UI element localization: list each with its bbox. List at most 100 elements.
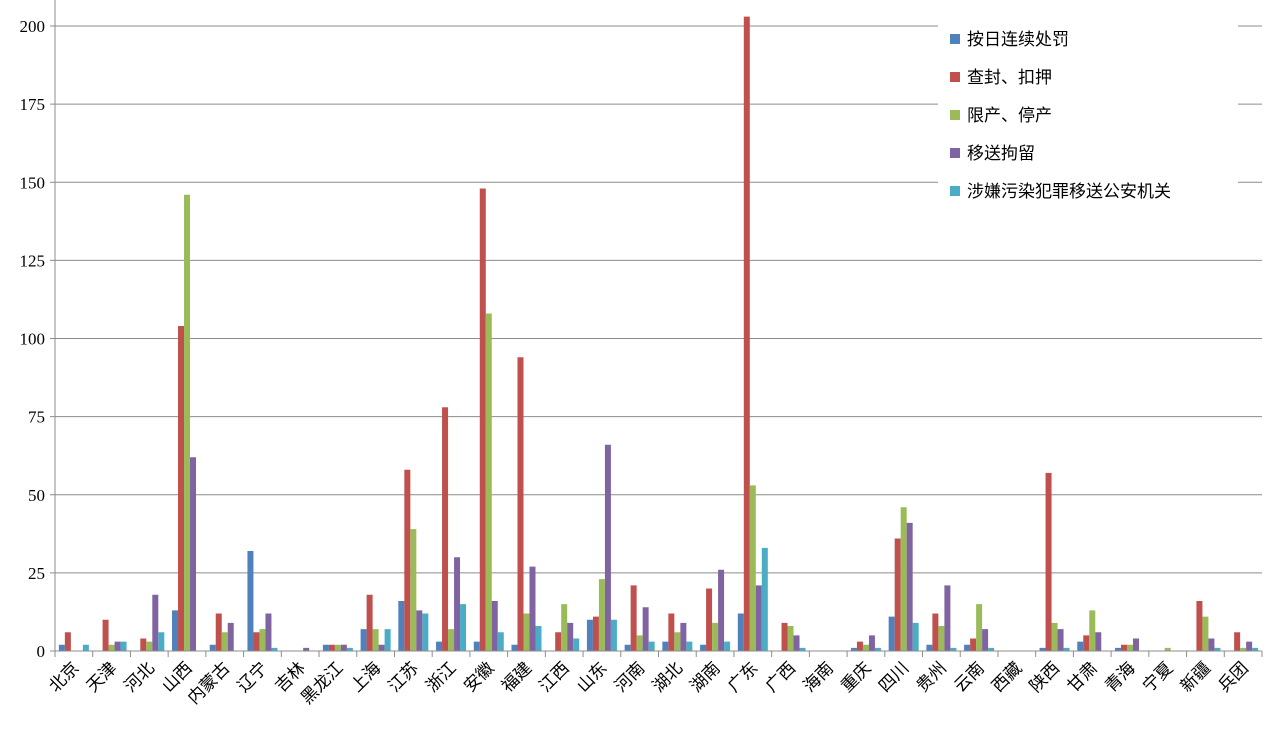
bar-江苏-按日连续处罚 <box>398 601 405 651</box>
x-tick-label-广东: 广东 <box>724 658 762 696</box>
bar-陕西-涉嫌污染犯罪移送公安机关 <box>1063 647 1070 652</box>
y-tick-label: 175 <box>20 95 46 114</box>
bar-河南-移送拘留 <box>642 607 649 651</box>
bar-广东-限产、停产 <box>749 485 756 652</box>
y-tick-label: 25 <box>28 564 45 583</box>
bar-新疆-限产、停产 <box>1202 616 1209 652</box>
bar-山东-移送拘留 <box>604 444 611 651</box>
bar-内蒙古-限产、停产 <box>221 632 228 651</box>
bar-湖南-查封、扣押 <box>706 588 713 651</box>
x-tick-label-贵州: 贵州 <box>913 658 951 696</box>
x-tick-label-山东: 山东 <box>573 658 611 696</box>
bar-湖南-涉嫌污染犯罪移送公安机关 <box>724 641 731 652</box>
bar-河南-限产、停产 <box>636 635 643 652</box>
bar-安徽-查封、扣押 <box>479 188 486 651</box>
bar-黑龙江-按日连续处罚 <box>322 644 329 651</box>
axes <box>50 0 1263 657</box>
bar-安徽-按日连续处罚 <box>473 641 480 652</box>
bar-陕西-按日连续处罚 <box>1039 647 1046 652</box>
bar-北京-涉嫌污染犯罪移送公安机关 <box>82 644 89 651</box>
bar-江西-限产、停产 <box>561 604 568 652</box>
bar-福建-移送拘留 <box>529 566 536 652</box>
bar-重庆-按日连续处罚 <box>850 647 857 652</box>
x-tick-label-广西: 广西 <box>762 658 800 696</box>
bar-青海-移送拘留 <box>1132 638 1139 651</box>
x-tick-label-河南: 河南 <box>611 658 649 696</box>
x-tick-label-浙江: 浙江 <box>422 658 460 696</box>
legend-swatch <box>950 148 960 158</box>
bar-山东-按日连续处罚 <box>586 619 593 651</box>
bar-重庆-限产、停产 <box>862 644 869 651</box>
bar-陕西-移送拘留 <box>1057 629 1064 652</box>
bar-湖南-按日连续处罚 <box>700 644 707 651</box>
bar-贵州-限产、停产 <box>938 626 945 651</box>
bar-四川-限产、停产 <box>900 507 907 651</box>
bar-山西-按日连续处罚 <box>172 610 179 652</box>
x-tick-label-青海: 青海 <box>1101 658 1139 696</box>
bar-山西-查封、扣押 <box>178 326 185 651</box>
x-tick-label-宁夏: 宁夏 <box>1139 658 1177 696</box>
bar-兵团-查封、扣押 <box>1234 632 1241 651</box>
bar-广西-移送拘留 <box>793 635 800 652</box>
x-tick-label-重庆: 重庆 <box>837 658 875 696</box>
x-tick-label-湖南: 湖南 <box>686 658 724 696</box>
bar-新疆-移送拘留 <box>1208 638 1215 651</box>
bar-福建-查封、扣押 <box>517 357 524 651</box>
bar-河北-查封、扣押 <box>140 638 147 651</box>
bar-河北-涉嫌污染犯罪移送公安机关 <box>158 632 165 651</box>
x-tick-label-新疆: 新疆 <box>1177 658 1215 696</box>
bar-天津-涉嫌污染犯罪移送公安机关 <box>120 641 127 652</box>
x-tick-label-陕西: 陕西 <box>1026 658 1064 696</box>
bar-湖北-移送拘留 <box>680 622 687 652</box>
legend-swatch <box>950 186 960 196</box>
x-tick-label-云南: 云南 <box>950 658 988 696</box>
bar-天津-移送拘留 <box>114 641 121 652</box>
bar-兵团-移送拘留 <box>1246 641 1253 652</box>
bar-贵州-涉嫌污染犯罪移送公安机关 <box>950 647 957 652</box>
bar-上海-查封、扣押 <box>366 594 373 651</box>
bar-云南-按日连续处罚 <box>964 644 971 651</box>
bar-辽宁-涉嫌污染犯罪移送公安机关 <box>271 647 278 652</box>
bar-江苏-移送拘留 <box>416 610 423 652</box>
bar-广东-移送拘留 <box>755 585 762 652</box>
bar-青海-按日连续处罚 <box>1114 647 1121 652</box>
x-tick-label-江西: 江西 <box>536 658 574 696</box>
bar-云南-查封、扣押 <box>970 638 977 651</box>
bar-辽宁-查封、扣押 <box>253 632 260 651</box>
bar-江西-移送拘留 <box>567 622 574 652</box>
bar-陕西-限产、停产 <box>1051 622 1058 652</box>
bar-内蒙古-查封、扣押 <box>215 613 222 651</box>
bar-内蒙古-移送拘留 <box>227 622 234 652</box>
bar-广东-查封、扣押 <box>743 16 750 651</box>
legend-label: 按日连续处罚 <box>967 30 1069 50</box>
bar-marks <box>58 16 1259 652</box>
bar-河南-涉嫌污染犯罪移送公安机关 <box>648 641 655 652</box>
bar-福建-按日连续处罚 <box>511 644 518 651</box>
x-tick-label-湖北: 湖北 <box>649 658 687 696</box>
legend-swatch <box>950 72 960 82</box>
bar-河南-查封、扣押 <box>630 585 637 652</box>
bar-贵州-移送拘留 <box>944 585 951 652</box>
x-tick-label-四川: 四川 <box>875 658 913 696</box>
x-tick-label-兵团: 兵团 <box>1214 658 1252 696</box>
bar-辽宁-移送拘留 <box>265 613 272 651</box>
bar-浙江-涉嫌污染犯罪移送公安机关 <box>460 604 467 652</box>
bar-安徽-移送拘留 <box>491 601 498 651</box>
bar-湖北-限产、停产 <box>674 632 681 651</box>
bar-辽宁-按日连续处罚 <box>247 551 254 651</box>
x-tick-label-内蒙古: 内蒙古 <box>184 658 234 708</box>
bar-辽宁-限产、停产 <box>259 629 266 652</box>
bar-安徽-限产、停产 <box>485 313 492 651</box>
bar-重庆-移送拘留 <box>868 635 875 652</box>
y-tick-labels: 0 25 50 75 100 125 150 175 200 <box>20 17 46 661</box>
bar-陕西-查封、扣押 <box>1045 472 1052 652</box>
bar-贵州-查封、扣押 <box>932 613 939 651</box>
bar-重庆-涉嫌污染犯罪移送公安机关 <box>874 647 881 652</box>
bar-河南-按日连续处罚 <box>624 644 631 651</box>
legend-label: 限产、停产 <box>967 106 1052 126</box>
bar-黑龙江-涉嫌污染犯罪移送公安机关 <box>346 647 353 652</box>
x-tick-label-辽宁: 辽宁 <box>234 658 272 696</box>
bar-甘肃-按日连续处罚 <box>1077 641 1084 652</box>
bar-黑龙江-查封、扣押 <box>328 644 335 651</box>
